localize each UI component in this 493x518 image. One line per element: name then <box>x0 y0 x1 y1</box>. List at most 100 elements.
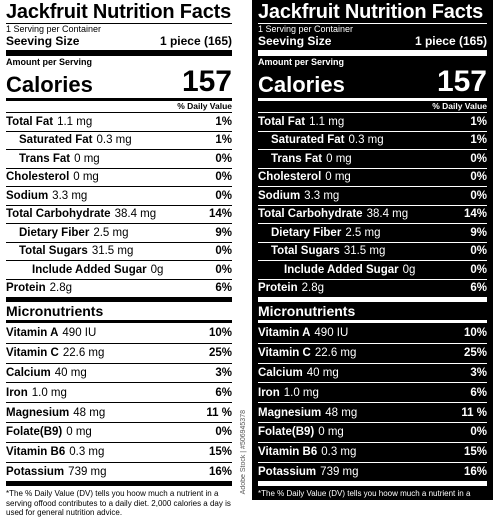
nutrient-name: Saturated Fat <box>271 134 345 147</box>
nutrient-dv: 9% <box>215 226 232 239</box>
medium-rule <box>258 320 487 323</box>
micronutrient-amount: 48 mg <box>325 406 358 419</box>
micronutrient-dv: 15% <box>463 446 487 459</box>
nutrient-amount: 0.3 mg <box>348 134 384 147</box>
nutrient-name: Saturated Fat <box>19 134 93 147</box>
footnote: *The % Daily Value (DV) tells you hoow m… <box>6 489 231 518</box>
servings-per-container: 1 Serving per Container <box>6 24 102 34</box>
micronutrient-name: Vitamin C <box>258 347 311 360</box>
label-title: Jackfruit Nutrition Facts <box>6 1 232 23</box>
micronutrient-dv: 15% <box>208 446 232 459</box>
micronutrient-row: Vitamin A 490 IU 10% <box>258 323 487 343</box>
nutrition-label-light: Jackfruit Nutrition Facts 1 Serving per … <box>0 0 238 517</box>
nutrient-dv: 0% <box>470 263 487 276</box>
micronutrient-name: Vitamin A <box>258 326 311 339</box>
serving-size-label: Seeving Size <box>6 34 80 48</box>
nutrient-dv: 9% <box>470 226 487 239</box>
nutrient-name: Cholesterol <box>6 171 70 184</box>
micronutrient-name: Potassium <box>6 465 65 478</box>
calories-value: 157 <box>436 65 487 98</box>
nutrient-amount: 0 mg <box>326 152 352 165</box>
nutrient-row: Protein 2.8g 6% <box>6 278 232 298</box>
medium-rule <box>6 98 232 101</box>
serving-size-value: 1 piece (165) <box>159 34 232 48</box>
calories-label: Calories <box>258 72 345 97</box>
nutrient-dv: 0% <box>215 171 232 184</box>
nutrient-name: Include Added Sugar <box>284 263 399 276</box>
nutrient-amount: 2.5 mg <box>93 226 129 239</box>
amount-per-serving: Amount per Serving <box>258 57 345 67</box>
micronutrient-name: Iron <box>258 386 280 399</box>
nutrient-name: Total Sugars <box>19 245 88 258</box>
nutrient-name: Dietary Fiber <box>271 226 342 239</box>
micronutrient-dv: 3% <box>215 366 232 379</box>
micronutrient-name: Vitamin B6 <box>6 446 66 459</box>
nutrient-dv: 0% <box>470 171 487 184</box>
daily-value-header: % Daily Value <box>432 101 487 111</box>
micronutrient-amount: 0 mg <box>318 426 344 439</box>
micronutrient-name: Magnesium <box>258 406 322 419</box>
nutrient-amount: 0 mg <box>74 152 100 165</box>
micronutrient-row: Folate(B9) 0 mg 0% <box>6 421 232 442</box>
thick-rule <box>258 481 487 487</box>
micronutrient-row: Folate(B9) 0 mg 0% <box>258 421 487 442</box>
nutrient-dv: 0% <box>215 152 232 165</box>
micronutrient-amount: 0.3 mg <box>321 446 357 459</box>
micronutrient-row: Potassium 739 mg 16% <box>6 461 232 482</box>
nutrient-row: Saturated Fat 0.3 mg 1% <box>258 130 487 150</box>
calories-row: Calories 157 <box>6 67 232 97</box>
nutrient-name: Total Sugars <box>271 245 340 258</box>
micronutrient-amount: 490 IU <box>62 326 97 339</box>
nutrient-amount: 0g <box>150 263 164 276</box>
nutrient-name: Include Added Sugar <box>32 263 147 276</box>
nutrient-name: Trans Fat <box>19 152 71 165</box>
nutrient-list: Total Fat 1.1 mg 1% Saturated Fat 0.3 mg 1% … <box>6 112 232 297</box>
nutrient-name: Total Carbohydrate <box>6 208 111 221</box>
micronutrient-amount: 1.0 mg <box>31 386 67 399</box>
micronutrient-amount: 739 mg <box>320 465 359 478</box>
micronutrient-dv: 16% <box>463 465 487 478</box>
nutrient-amount: 0 mg <box>325 171 351 184</box>
servings-per-container: 1 Serving per Container <box>258 24 354 34</box>
micronutrient-dv: 10% <box>208 326 232 339</box>
micronutrient-amount: 40 mg <box>306 366 339 379</box>
nutrient-row: Include Added Sugar 0g 0% <box>6 260 232 279</box>
micronutrient-row: Vitamin B6 0.3 mg 15% <box>6 441 232 462</box>
nutrient-dv: 0% <box>215 189 232 202</box>
micronutrient-amount: 490 IU <box>314 326 349 339</box>
micronutrient-name: Folate(B9) <box>6 426 63 439</box>
micronutrient-name: Potassium <box>258 465 317 478</box>
micronutrient-row: Iron 1.0 mg 6% <box>258 382 487 402</box>
micronutrient-dv: 3% <box>470 366 487 379</box>
nutrient-row: Trans Fat 0 mg 0% <box>258 149 487 168</box>
nutrient-name: Sodium <box>6 189 49 202</box>
nutrient-name: Trans Fat <box>271 152 323 165</box>
micronutrient-name: Vitamin C <box>6 347 59 360</box>
nutrient-row: Total Fat 1.1 mg 1% <box>6 112 232 131</box>
nutrient-amount: 3.3 mg <box>304 189 340 202</box>
nutrient-row: Total Carbohydrate 38.4 mg 14% <box>6 204 232 224</box>
micronutrient-name: Vitamin B6 <box>258 446 318 459</box>
nutrient-amount: 38.4 mg <box>366 208 409 221</box>
micronutrient-dv: 25% <box>208 347 232 360</box>
nutrient-name: Total Fat <box>258 115 306 128</box>
micronutrient-list: Vitamin A 490 IU 10% Vitamin C 22.6 mg 25% C… <box>258 323 487 481</box>
micronutrient-dv: 6% <box>470 386 487 399</box>
calories-label: Calories <box>6 72 93 97</box>
nutrient-dv: 0% <box>470 245 487 258</box>
nutrient-amount: 3.3 mg <box>52 189 88 202</box>
micronutrient-list: Vitamin A 490 IU 10% Vitamin C 22.6 mg 25% C… <box>6 323 232 481</box>
nutrient-row: Trans Fat 0 mg 0% <box>6 149 232 168</box>
micronutrient-name: Magnesium <box>6 406 70 419</box>
nutrient-dv: 1% <box>470 115 487 128</box>
nutrient-name: Cholesterol <box>258 171 322 184</box>
thick-rule <box>6 297 232 302</box>
micronutrient-name: Calcium <box>258 366 303 379</box>
micronutrient-dv: 11 % <box>461 406 487 419</box>
nutrient-row: Sodium 3.3 mg 0% <box>6 186 232 205</box>
nutrient-name: Dietary Fiber <box>19 226 90 239</box>
nutrient-amount: 2.8g <box>301 282 325 295</box>
thick-rule <box>6 50 232 56</box>
nutrient-amount: 0.3 mg <box>96 134 132 147</box>
nutrition-label-dark: Jackfruit Nutrition Facts 1 Serving per … <box>252 0 493 517</box>
